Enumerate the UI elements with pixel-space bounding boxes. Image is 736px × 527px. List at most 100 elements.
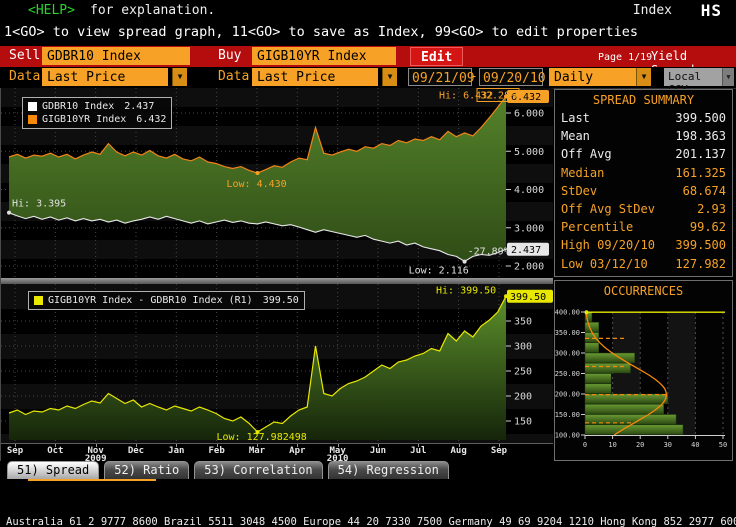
date-to-input[interactable]: 09/20/10 [479,68,546,86]
month-tick [135,444,137,447]
sell-label: Sell [9,48,41,63]
sell-security-field[interactable]: GDBR10 Index [42,47,190,65]
spread-summary-title: SPREAD SUMMARY [592,93,695,107]
svg-text:6.432: 6.432 [511,92,541,103]
occurrences-histogram[interactable]: 0 10 20 30 40 50 400.00 350.00 300.00 250.00 200.0… [555,300,732,460]
month-tick [256,444,258,447]
svg-text:250: 250 [514,367,532,378]
svg-text:32.28%: 32.28% [480,90,516,101]
legend-value: 2.437 [124,101,155,112]
svg-text:300.00: 300.00 [555,350,580,358]
svg-text:4.000: 4.000 [514,185,544,196]
summary-value: 2.93 [697,201,726,216]
occurrences-title: OCCURRENCES [603,284,684,298]
legend-value: 399.50 [262,295,299,306]
series-swatch [34,296,43,305]
header-row: <HELP> for explanation. Index HS [0,1,736,21]
legend-item: GIGB10YR Index 6.432 [28,113,166,126]
tab-52-ratio[interactable]: 52) Ratio [104,461,190,479]
month-label: Oct [47,446,64,456]
summary-row: Off Avg StDev 2.93 [555,200,732,218]
svg-text:250.00: 250.00 [555,370,580,378]
svg-text:Hi: 399.50: Hi: 399.50 [436,285,496,296]
svg-text:20: 20 [636,441,644,449]
command-hint-line: 1<GO> to view spread graph, 11<GO> to sa… [4,24,638,40]
summary-row: Percentile 99.62 [555,218,732,236]
chevron-down-icon[interactable]: ▼ [636,68,651,86]
toolbar-securities: Sell GDBR10 Index Buy GIGB10YR Index Edi… [0,46,736,77]
data-source-select-1[interactable]: Last Price [42,68,168,86]
svg-text:Hi: 6.432: Hi: 6.432 [439,90,493,101]
summary-row: StDev 68.674 [555,182,732,200]
data-label-2: Data [218,69,250,84]
top-chart-legend: GDBR10 Index 2.437 GIGB10YR Index 6.432 [22,97,173,129]
active-tab-underline [28,479,156,481]
month-label: Sep [490,446,508,456]
chevron-down-icon[interactable]: ▼ [722,68,734,86]
svg-text:200.00: 200.00 [555,391,580,399]
analysis-tab-bar: 51) Spread 52) Ratio 53) Correlation 54) Re… [0,461,736,480]
svg-text:6.000: 6.000 [514,109,544,120]
svg-text:Low: 2.116: Low: 2.116 [409,266,469,277]
month-tick [458,444,460,447]
terminal-code: HS [700,1,722,20]
legend-label: GDBR10 Index [42,101,115,112]
month-tick [297,444,299,447]
month-label: Apr [289,446,306,456]
currency-select[interactable]: Local CCY [664,68,724,96]
svg-text:100.00: 100.00 [555,432,580,440]
summary-value: 99.62 [689,220,726,235]
series-swatch [28,102,37,111]
legend-label: GIGB10YR Index [42,114,127,125]
summary-row: Last 399.500 [555,109,732,127]
chevron-down-icon[interactable]: ▼ [172,68,187,86]
spread-summary-panel: SPREAD SUMMARY Last 399.500 Mean 198.363 Off… [554,89,733,277]
svg-text:350: 350 [514,317,532,328]
legend-value: 6.432 [136,114,167,125]
tab-54-regression[interactable]: 54) Regression [327,461,449,479]
bottom-chart-legend: GIGB10YR Index - GDBR10 Index (R1) 399.50 [28,291,305,310]
summary-value: 399.500 [675,238,726,253]
legend-item: GDBR10 Index 2.437 [28,100,166,113]
month-tick [418,444,420,447]
month-tick [216,444,218,447]
series-swatch [28,115,37,124]
data-label-1: Data [9,69,41,84]
summary-label: Off Avg [561,147,612,162]
spread-plot[interactable]: 350 300 250 200 150 399.50 Hi: 399.50 Low: 127.… [1,284,553,443]
period-select[interactable]: Daily [549,68,637,86]
summary-label: Mean [561,129,590,144]
summary-row: Median 161.325 [555,164,732,182]
tab-53-correlation[interactable]: 53) Correlation [194,461,323,479]
charts-area: 6.000 5.000 4.000 3.000 2.000 6.432 2.437 Hi: 3… [0,88,553,464]
month-tick [55,444,57,447]
summary-value: 127.982 [675,256,726,271]
month-label: Sep [6,446,24,456]
edit-button[interactable]: Edit [410,47,464,66]
date-from-input[interactable]: 09/21/09 [408,68,475,86]
yield-band-plot[interactable]: 6.000 5.000 4.000 3.000 2.000 6.432 2.437 Hi: 3… [1,88,553,278]
help-text: for explanation. [90,3,216,18]
month-label: Jan [168,446,185,456]
chart-divider[interactable] [1,278,553,284]
summary-label: High 09/20/10 [561,238,655,253]
help-command[interactable]: <HELP> [28,3,75,18]
summary-row: Off Avg 201.137 [555,145,732,163]
month-label: Mar [248,446,266,456]
svg-text:400.00: 400.00 [555,309,580,317]
tab-51-spread[interactable]: 51) Spread [7,461,100,479]
data-source-select-2[interactable]: Last Price [252,68,378,86]
month-label: Dec [127,446,145,456]
month-label: Jun [369,446,387,456]
svg-text:300: 300 [514,342,532,353]
svg-text:Low: 127.982498: Low: 127.982498 [217,432,307,443]
month-label: May [329,446,346,456]
svg-text:2.437: 2.437 [511,245,541,256]
month-tick [377,444,379,447]
yield-band-chart[interactable]: 6.000 5.000 4.000 3.000 2.000 6.432 2.437 Hi: 3… [1,88,553,278]
chevron-down-icon[interactable]: ▼ [382,68,397,86]
summary-label: Percentile [561,220,634,235]
month-tick [95,444,97,447]
buy-security-field[interactable]: GIGB10YR Index [252,47,396,65]
spread-chart[interactable]: 350 300 250 200 150 399.50 Hi: 399.50 Low: 127.… [1,284,553,443]
